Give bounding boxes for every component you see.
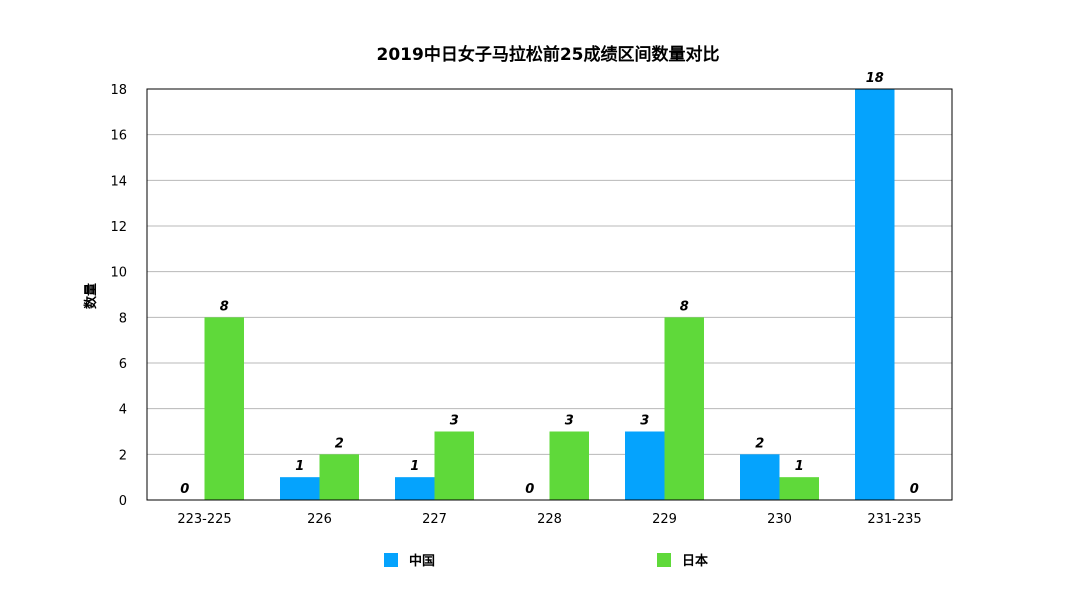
bar-japan	[434, 431, 474, 500]
bar-china	[280, 477, 320, 500]
data-label: 3	[565, 414, 574, 429]
x-axis-ticks: 223-225 226 227 228 229 230 231-235	[177, 512, 921, 527]
x-tick-label: 231-235	[867, 512, 921, 527]
data-label: 18	[866, 71, 884, 86]
bar-japan	[779, 477, 819, 500]
y-tick-label: 14	[110, 174, 127, 189]
y-tick-label: 2	[119, 448, 127, 463]
data-label: 2	[335, 436, 344, 451]
data-label: 2	[755, 436, 764, 451]
data-label: 0	[525, 482, 534, 497]
legend-swatch-japan	[657, 553, 671, 567]
y-axis-ticks: 0 2 4 6 8 10 12 14 16 18	[110, 83, 127, 509]
y-tick-label: 18	[110, 83, 127, 98]
plot-frame	[146, 88, 953, 501]
x-tick-label: 228	[537, 512, 562, 527]
bars	[204, 89, 895, 500]
bar-japan	[664, 317, 704, 500]
data-label: 8	[220, 299, 229, 314]
y-tick-label: 12	[110, 220, 127, 235]
x-tick-label: 229	[652, 512, 677, 527]
y-tick-label: 10	[110, 266, 127, 281]
bar-japan	[204, 317, 244, 500]
data-label: 1	[795, 459, 804, 474]
data-label: 3	[450, 414, 459, 429]
x-tick-label: 223-225	[177, 512, 231, 527]
data-labels: 0 8 1 2 1 3 0 3 3 8 2 1 18 0	[180, 71, 919, 497]
x-tick-label: 226	[307, 512, 332, 527]
data-label: 8	[680, 299, 689, 314]
legend: 中国 日本	[384, 553, 708, 569]
legend-swatch-china	[384, 553, 398, 567]
y-tick-label: 6	[119, 357, 127, 372]
data-label: 1	[410, 459, 419, 474]
gridlines	[147, 134, 952, 455]
data-label: 1	[295, 459, 304, 474]
data-label: 3	[640, 414, 649, 429]
y-tick-label: 8	[119, 311, 127, 326]
bar-japan	[549, 431, 589, 500]
data-label: 0	[910, 482, 919, 497]
y-tick-label: 0	[119, 494, 127, 509]
chart-title: 2019中日女子马拉松前25成绩区间数量对比	[377, 44, 720, 65]
legend-label-japan: 日本	[682, 553, 708, 569]
bar-china	[740, 454, 780, 500]
y-tick-label: 4	[119, 403, 127, 418]
y-axis-label: 数量	[83, 283, 99, 309]
bar-china	[855, 89, 895, 500]
data-label: 0	[180, 482, 189, 497]
x-tick-label: 230	[767, 512, 792, 527]
bar-japan	[319, 454, 359, 500]
bar-china	[625, 431, 665, 500]
y-tick-label: 16	[110, 129, 127, 144]
x-tick-label: 227	[422, 512, 447, 527]
bar-china	[395, 477, 435, 500]
legend-label-china: 中国	[409, 553, 435, 569]
